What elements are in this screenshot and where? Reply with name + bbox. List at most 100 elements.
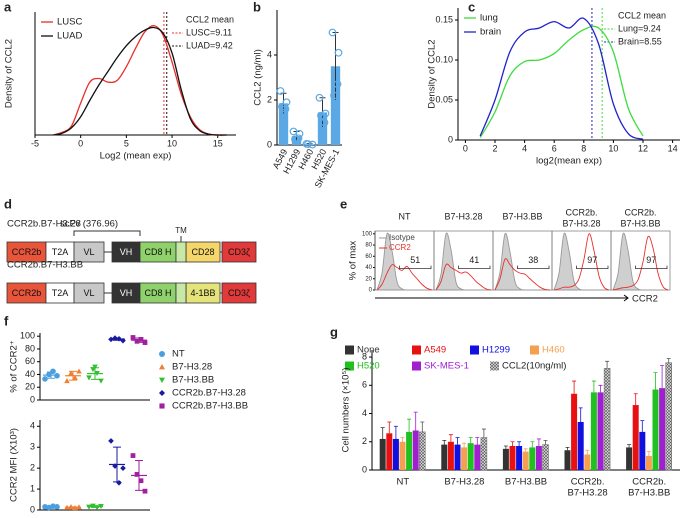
x-axis-label: Log2 (mean exp): [100, 151, 172, 162]
y-tick-label: 40: [25, 369, 35, 379]
y-tick-label: 0.10: [435, 54, 453, 64]
bar: [317, 112, 328, 145]
x-tick-label: NT: [396, 477, 409, 488]
legend-label: CCR2b.B7-H3.28: [172, 388, 246, 399]
bar: [461, 447, 468, 470]
error-bar: [481, 428, 486, 438]
construct-name: CCR2b.B7-H3.28: [7, 219, 81, 230]
bar: [632, 405, 639, 470]
data-point: [138, 337, 144, 342]
data-point: [98, 503, 104, 510]
y-tick-label: 0: [369, 288, 373, 294]
data-point: [291, 135, 299, 144]
error-bar: [578, 407, 583, 422]
y-tick-label: 4: [267, 49, 272, 59]
bar: [571, 393, 578, 470]
legend-label: LUSC=9.11: [186, 27, 232, 37]
y-tick-label: 60: [365, 254, 372, 260]
error-bar: [523, 448, 528, 452]
domain-label: CCR2b: [12, 247, 42, 257]
bar: [406, 431, 413, 470]
data-point: [328, 28, 337, 37]
bar: [467, 443, 474, 470]
domain-box: [221, 282, 257, 304]
data-point: [317, 111, 325, 120]
gate: [458, 265, 491, 270]
y-tick-label: 80: [365, 243, 372, 249]
y-tick-label: 2: [30, 463, 35, 473]
legend-swatch: [345, 345, 354, 355]
legend-marker: [159, 390, 165, 396]
scfv-bracket: [73, 230, 141, 236]
legend-label: CCR2b.B7-H3.BB: [172, 401, 248, 412]
ccr2-histogram: [553, 233, 610, 291]
isotype-histogram: [376, 232, 432, 291]
data-point: [120, 465, 126, 471]
ccr2-histogram: [612, 235, 669, 291]
data-point: [281, 105, 290, 113]
isotype-histogram: [612, 232, 668, 291]
gate-value: 41: [469, 255, 479, 265]
y-tick-label: 80: [25, 343, 35, 353]
data-point: [94, 505, 100, 511]
domain-label: CD3ζ: [228, 247, 250, 257]
legend-label: None: [357, 345, 380, 356]
data-point: [50, 368, 56, 375]
bar: [529, 447, 536, 470]
density-line: [53, 25, 227, 136]
bar: [652, 389, 659, 470]
bar: [516, 446, 523, 470]
ccr2-histogram: [376, 264, 433, 291]
legend-label: H520: [357, 361, 380, 372]
bar: [577, 422, 584, 470]
x-tick-label: B7-H3.BB: [505, 477, 547, 488]
panel-letter: d: [4, 196, 12, 211]
error-bar: [400, 437, 405, 442]
data-point: [308, 140, 317, 149]
y-tick-label: 2: [362, 436, 367, 446]
y-tick-label: 8: [362, 351, 367, 361]
error-bar: [640, 420, 645, 432]
x-arrow: [375, 294, 629, 302]
tm-label: TM: [175, 226, 187, 235]
isotype-histogram: [553, 232, 609, 291]
y-tick-label: 20: [25, 382, 35, 392]
error-bar: [462, 442, 467, 448]
isotype-histogram: [435, 232, 491, 291]
error-bar: [380, 427, 385, 439]
data-point: [76, 504, 82, 510]
domain-label: CD8 H: [144, 247, 171, 257]
domain-label: CD8 H: [144, 288, 171, 298]
data-point: [112, 335, 118, 341]
data-point: [112, 463, 118, 469]
bar: [645, 455, 652, 470]
panel-letter: e: [340, 196, 347, 211]
x-tick-label: -5: [31, 138, 39, 148]
data-point: [330, 91, 338, 100]
density-line: [53, 26, 227, 136]
gate-value: 97: [587, 255, 597, 265]
y-tick-label: 0: [30, 394, 35, 404]
x-tick-label: 10: [167, 138, 177, 148]
bar: [597, 392, 604, 470]
bar: [278, 103, 289, 145]
x-tick-label: 4: [522, 143, 527, 153]
error-bar: [585, 449, 590, 455]
bar: [392, 438, 399, 470]
bar: [590, 392, 597, 470]
bar: [639, 431, 646, 470]
data-point: [304, 140, 312, 149]
error-bar: [543, 439, 548, 445]
bar: [542, 444, 549, 471]
y-axis-label: % of max: [348, 240, 359, 280]
density-line: [479, 17, 644, 140]
panel-letter: f: [4, 313, 9, 328]
bar: [441, 444, 448, 470]
bar: [603, 368, 611, 471]
legend-label: B7-H3.BB: [172, 375, 214, 386]
x-tick-label: B7-H3.BB: [628, 488, 670, 499]
panel-letter: g: [330, 324, 338, 339]
data-point: [46, 371, 52, 378]
tm-box: [175, 241, 187, 263]
x-tick-label: B7-H3.28: [444, 477, 484, 488]
